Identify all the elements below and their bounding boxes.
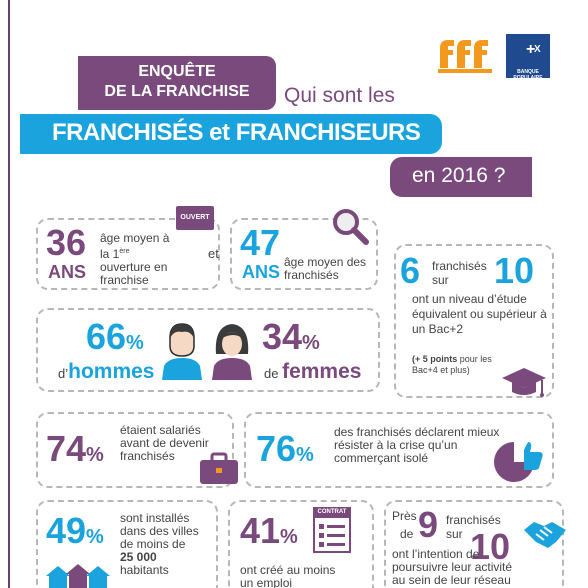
contract-icon: CONTRAT (312, 506, 352, 554)
age-first-sup: ère (119, 248, 130, 255)
title-tag: ENQUÊTE DE LA FRANCHISE (78, 56, 276, 110)
towns-text: sont installés dans des villes de moins … (120, 512, 212, 577)
card-gender (36, 308, 380, 392)
men-value: 66% (86, 318, 144, 362)
education-note-bold: (+ 5 points (412, 354, 458, 364)
employees-value: 74% (46, 430, 104, 474)
bank-logo-text: BANQUE POPULAIRE (513, 69, 543, 81)
education-num: 6 (400, 250, 421, 291)
card-crisis (244, 412, 554, 488)
man-icon (160, 322, 204, 382)
women-label-text: femmes (282, 360, 362, 383)
franchise-logo (438, 38, 492, 74)
education-den: 10 (494, 250, 535, 291)
education-text: ont un niveau d’étude équivalent ou supé… (412, 292, 547, 336)
jobs-pct: % (280, 526, 298, 548)
year-tag (390, 157, 532, 197)
age-avg-unit: ANS (242, 262, 281, 282)
towns-number: 49 (46, 510, 87, 551)
age-avg-text: âge moyen des franchisés (284, 255, 367, 282)
crisis-text: des franchisés déclarent mieux résister … (334, 425, 500, 465)
women-pct: % (302, 332, 320, 354)
jobs-text: ont créé au moins un emploi (240, 563, 336, 588)
graduation-cap-icon (500, 364, 548, 400)
briefcase-icon (198, 452, 240, 486)
education-text1: franchisés (432, 259, 487, 273)
year-text: en 2016 ? (412, 164, 506, 187)
women-number: 34 (262, 316, 303, 357)
houses-icon (44, 562, 110, 588)
crisis-number: 76 (256, 428, 297, 469)
age-first-value: 36 (46, 222, 87, 263)
card-education (394, 244, 554, 398)
joiner-text: et (208, 246, 219, 261)
employees-pct: % (86, 444, 104, 466)
towns-pct: % (86, 526, 104, 548)
network-num: 9 (418, 504, 439, 545)
network-lead2: de (400, 527, 414, 541)
women-value: 34% (262, 318, 320, 362)
card-towns (36, 500, 218, 588)
men-label-text: hommes (68, 360, 155, 383)
age-first-text: âge moyen à la 1ère ouverture en franchi… (100, 232, 182, 287)
age-avg-value: 47 (240, 222, 281, 263)
card-age-first (36, 218, 220, 290)
banner-title: FRANCHISÉS et FRANCHISEURS (52, 119, 421, 146)
women-prefix: de (264, 366, 283, 381)
card-employees (36, 412, 234, 488)
svg-text:+: + (526, 41, 535, 58)
towns-text-main: sont installés dans des villes de moins … (120, 511, 199, 551)
page-frame (8, 0, 588, 588)
card-jobs (228, 500, 374, 588)
jobs-value: 41% (240, 512, 298, 556)
question-text: Qui sont les (284, 84, 395, 107)
education-note-text: pour les Bac+4 et plus) (412, 354, 492, 375)
age-first-text-b: ouverture en franchise (100, 260, 168, 287)
svg-text:X: X (534, 44, 541, 55)
men-prefix: d’ (58, 366, 69, 381)
employees-text: étaient salariés avant de devenir franch… (120, 423, 209, 463)
card-age-avg (230, 218, 378, 290)
title-line1: ENQUÊTE (138, 63, 216, 80)
pie-thumb-icon (494, 438, 546, 484)
men-label: d’hommes (58, 360, 154, 384)
age-first-text-a: âge moyen à la 1 (100, 231, 170, 261)
network-text2: sur (446, 527, 463, 541)
education-text2: sur (432, 273, 449, 287)
crisis-pct: % (296, 444, 314, 466)
towns-value: 49% (46, 512, 104, 556)
handshake-icon (522, 514, 568, 552)
network-text1: franchisés (446, 513, 501, 527)
card-network (384, 500, 564, 588)
employees-number: 74 (46, 428, 87, 469)
jobs-number: 41 (240, 510, 281, 551)
network-text: ont l’intention de poursuivre leur activ… (392, 547, 513, 587)
towns-bold: 25 000 (120, 550, 157, 564)
women-label: de femmes (264, 360, 361, 384)
bank-logo-icon: + X (526, 41, 541, 58)
age-first-unit: ANS (48, 262, 87, 282)
contract-sign-text: CONTRAT (317, 509, 347, 515)
towns-tail: habitants (120, 563, 169, 577)
network-lead1: Près (392, 509, 417, 523)
title-line2: DE LA FRANCHISE (104, 83, 250, 100)
men-pct: % (126, 332, 144, 354)
magnifier-icon (330, 206, 370, 246)
men-number: 66 (86, 316, 127, 357)
crisis-value: 76% (256, 430, 314, 474)
open-sign-text: OUVERT (180, 214, 210, 221)
open-sign-icon: OUVERT (176, 206, 214, 230)
woman-icon (208, 322, 256, 382)
bank-logo: + X BANQUE POPULAIRE (506, 34, 550, 81)
education-note: (+ 5 points pour les Bac+4 et plus) (412, 354, 516, 376)
network-den: 10 (470, 526, 511, 567)
blue-banner (20, 114, 442, 154)
